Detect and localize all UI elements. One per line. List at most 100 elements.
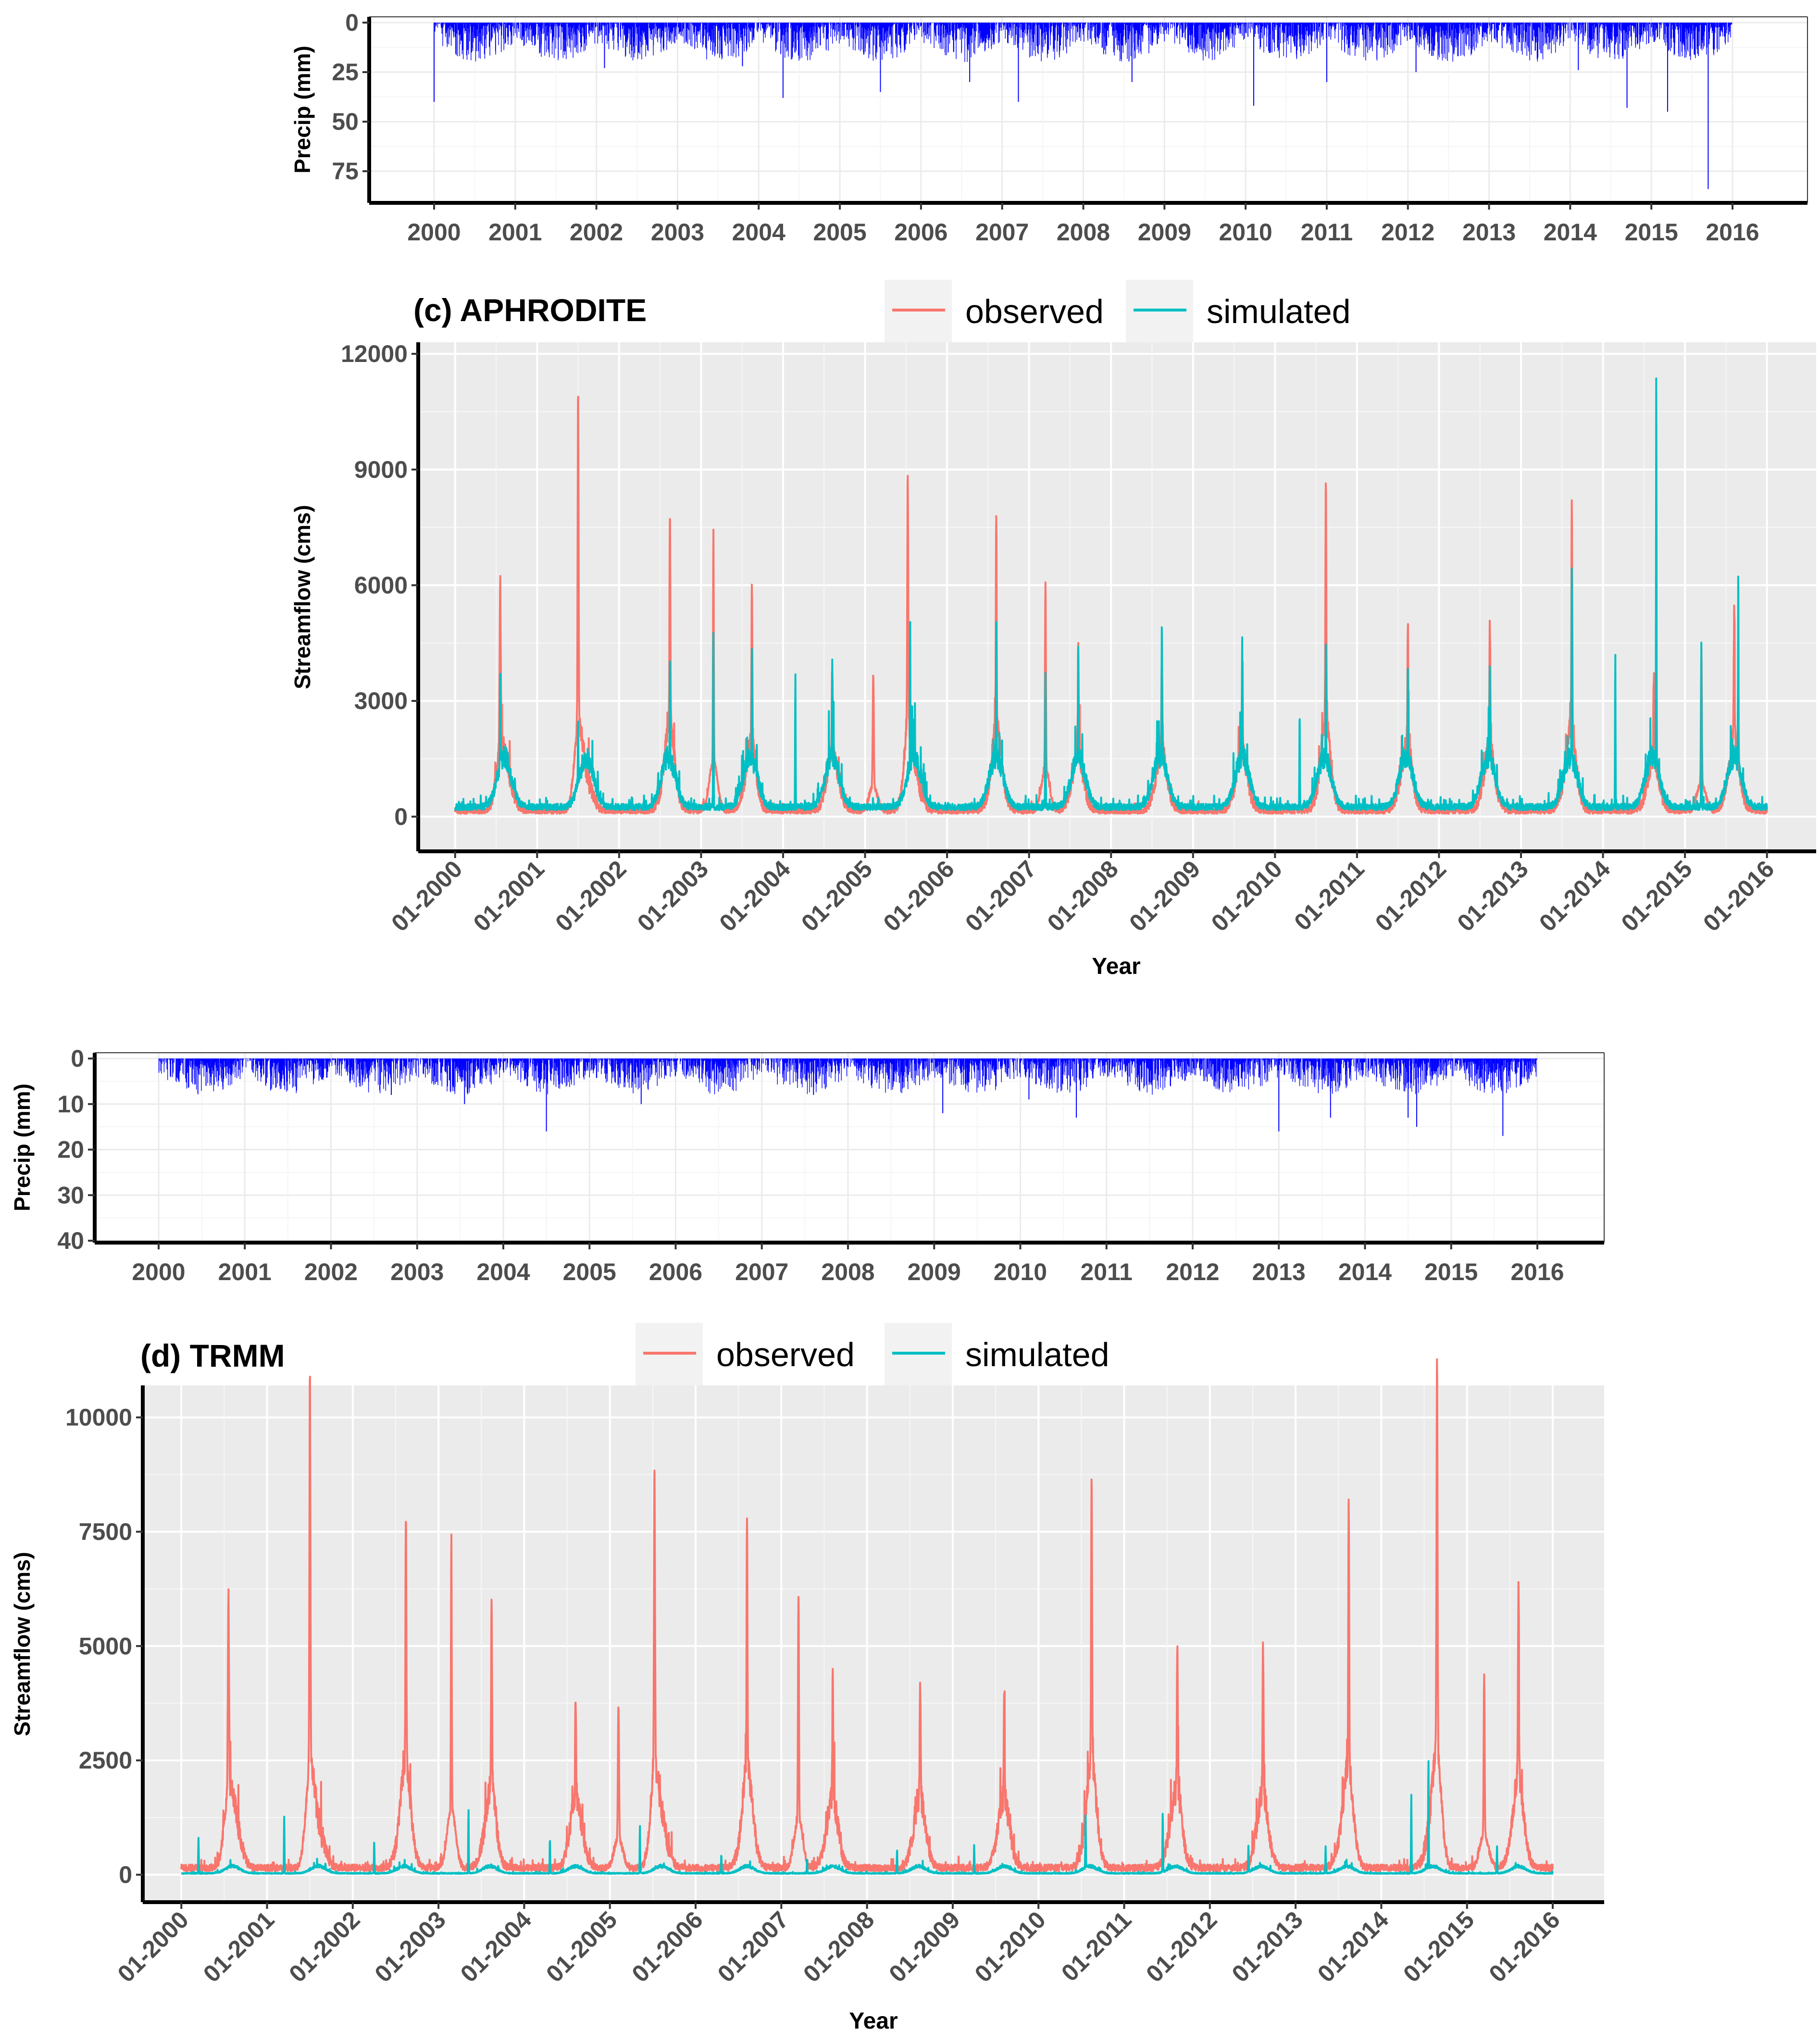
precip-x-tick-label: 2008 <box>1057 219 1110 246</box>
precip-chart-trmm: 0 10 20 30 40 2000 2001 2002 2003 2004 2005 2006 20… <box>10 1045 1605 1285</box>
streamflow-x-tick-label: 01-2006 <box>878 855 960 936</box>
precip-x-tick-label: 2003 <box>651 219 704 246</box>
precip-x-tick-label: 2014 <box>1338 1258 1392 1285</box>
precip-x-tick-label: 2006 <box>649 1258 702 1285</box>
chart-title-trmm: (d) TRMM <box>140 1338 285 1373</box>
streamflow-y-tick-label: 10000 <box>65 1404 132 1431</box>
precip-x-tick-label: 2013 <box>1462 219 1516 246</box>
streamflow-x-tick-label: 01-2004 <box>714 855 795 936</box>
streamflow-y-tick-label: 5000 <box>79 1632 132 1659</box>
streamflow-x-tick-label: 01-2015 <box>1616 855 1697 936</box>
precip-y-tick-label: 30 <box>57 1182 84 1208</box>
precip-x-tick-label: 2001 <box>218 1258 272 1285</box>
streamflow-x-axis-title: Year <box>849 2008 898 2034</box>
precip-y-tick-label: 10 <box>57 1091 84 1118</box>
streamflow-x-tick-label: 01-2007 <box>960 855 1041 936</box>
precip-x-tick-label: 2001 <box>488 219 542 246</box>
streamflow-y-tick-label: 2500 <box>79 1747 132 1774</box>
streamflow-x-tick-label: 01-2006 <box>626 1906 708 1987</box>
streamflow-x-tick-label: 01-2014 <box>1534 855 1615 936</box>
precip-y-tick-label: 40 <box>57 1227 84 1254</box>
streamflow-y-axis-title: Streamflow (cms) <box>10 1552 35 1736</box>
precip-x-tick-label: 2007 <box>735 1258 788 1285</box>
legend-label-simulated: simulated <box>1207 293 1351 330</box>
precip-x-tick-label: 2004 <box>476 1258 530 1285</box>
precip-x-tick-label: 2013 <box>1252 1258 1306 1285</box>
precip-y-axis-title: Precip (mm) <box>290 46 315 174</box>
streamflow-x-tick-label: 01-2008 <box>1042 855 1123 936</box>
streamflow-x-tick-label: 01-2009 <box>1124 855 1205 936</box>
streamflow-y-axis-title: Streamflow (cms) <box>290 505 315 689</box>
streamflow-x-tick-label: 01-2005 <box>796 855 877 936</box>
precip-x-tick-label: 2012 <box>1381 219 1434 246</box>
legend-label-observed: observed <box>965 293 1104 330</box>
streamflow-x-tick-label: 01-2005 <box>541 1906 622 1987</box>
precip-x-tick-label: 2016 <box>1510 1258 1564 1285</box>
streamflow-x-tick-label: 01-2014 <box>1312 1906 1394 1987</box>
precip-x-tick-label: 2000 <box>132 1258 185 1285</box>
precip-x-tick-label: 2015 <box>1424 1258 1478 1285</box>
series-line-simulated <box>180 1760 1554 1875</box>
precip-y-tick-label: 0 <box>71 1045 84 1072</box>
precip-x-tick-label: 2002 <box>304 1258 358 1285</box>
streamflow-x-tick-label: 01-2016 <box>1483 1906 1565 1987</box>
streamflow-y-tick-label: 7500 <box>79 1518 132 1545</box>
streamflow-x-tick-label: 01-2012 <box>1141 1906 1222 1987</box>
streamflow-x-tick-label: 01-2001 <box>198 1906 279 1987</box>
streamflow-x-tick-label: 01-2008 <box>798 1906 879 1987</box>
precip-x-tick-label: 2003 <box>390 1258 444 1285</box>
streamflow-y-tick-label: 0 <box>394 803 408 830</box>
precip-x-tick-label: 2000 <box>407 219 461 246</box>
series-line-observed <box>180 1358 1554 1872</box>
precip-x-tick-label: 2010 <box>1219 219 1272 246</box>
streamflow-x-tick-label: 01-2009 <box>884 1906 965 1987</box>
streamflow-x-tick-label: 01-2012 <box>1370 855 1451 936</box>
precip-y-tick-label: 75 <box>332 158 359 185</box>
streamflow-y-tick-label: 3000 <box>354 687 408 714</box>
precip-x-tick-label: 2005 <box>813 219 866 246</box>
precip-y-tick-label: 25 <box>332 59 359 86</box>
series-line-simulated <box>454 377 1768 811</box>
streamflow-x-tick-label: 01-2015 <box>1398 1906 1479 1987</box>
streamflow-panel-bg <box>418 342 1816 851</box>
streamflow-y-tick-label: 9000 <box>354 456 408 483</box>
legend-aphrodite: observed simulated <box>885 280 1351 342</box>
precip-x-tick-label: 2006 <box>894 219 947 246</box>
streamflow-y-tick-label: 0 <box>119 1861 132 1888</box>
streamflow-x-tick-label: 01-2002 <box>284 1906 365 1987</box>
precip-x-tick-label: 2002 <box>570 219 623 246</box>
precip-x-tick-label: 2011 <box>1081 1258 1133 1285</box>
streamflow-y-tick-label: 12000 <box>341 340 408 367</box>
streamflow-x-tick-label: 01-2016 <box>1698 855 1779 936</box>
precip-y-tick-label: 50 <box>332 108 359 135</box>
streamflow-x-tick-label: 01-2003 <box>370 1906 451 1987</box>
streamflow-x-tick-label: 01-2013 <box>1227 1906 1308 1987</box>
streamflow-x-tick-label: 01-2000 <box>386 855 467 936</box>
precip-chart-aphrodite: 0 25 50 75 2000 2001 2002 2003 2004 2005 2006 2007… <box>290 9 1808 246</box>
precip-x-tick-label: 2012 <box>1166 1258 1219 1285</box>
streamflow-x-axis-title: Year <box>1092 954 1140 979</box>
streamflow-x-tick-label: 01-2000 <box>112 1906 194 1987</box>
precip-bars <box>158 1059 1538 1095</box>
precip-x-tick-label: 2016 <box>1706 219 1759 246</box>
legend-label-observed: observed <box>716 1336 855 1373</box>
streamflow-panel-bg <box>143 1385 1604 1902</box>
streamflow-x-tick-label: 01-2011 <box>1056 1906 1136 1986</box>
precip-x-tick-label: 2010 <box>994 1258 1047 1285</box>
streamflow-y-tick-label: 6000 <box>354 572 408 598</box>
streamflow-x-tick-label: 01-2010 <box>1206 855 1287 936</box>
precip-x-tick-label: 2004 <box>732 219 785 246</box>
precip-x-tick-label: 2011 <box>1301 219 1353 246</box>
streamflow-x-tick-label: 01-2003 <box>632 855 713 936</box>
precip-y-tick-label: 0 <box>345 9 359 36</box>
precip-x-tick-label: 2005 <box>563 1258 616 1285</box>
precip-y-tick-label: 20 <box>57 1136 84 1163</box>
precip-x-tick-label: 2009 <box>908 1258 961 1285</box>
precip-y-axis-title: Precip (mm) <box>10 1084 35 1211</box>
precip-x-tick-label: 2014 <box>1544 219 1597 246</box>
precip-panel-bg <box>95 1053 1604 1243</box>
streamflow-x-tick-label: 01-2011 <box>1289 855 1369 935</box>
streamflow-x-tick-label: 01-2007 <box>712 1906 794 1987</box>
precip-x-tick-label: 2009 <box>1138 219 1191 246</box>
streamflow-chart-aphrodite: (c) APHRODITE observed simulated 0 3000 60… <box>290 280 1816 979</box>
